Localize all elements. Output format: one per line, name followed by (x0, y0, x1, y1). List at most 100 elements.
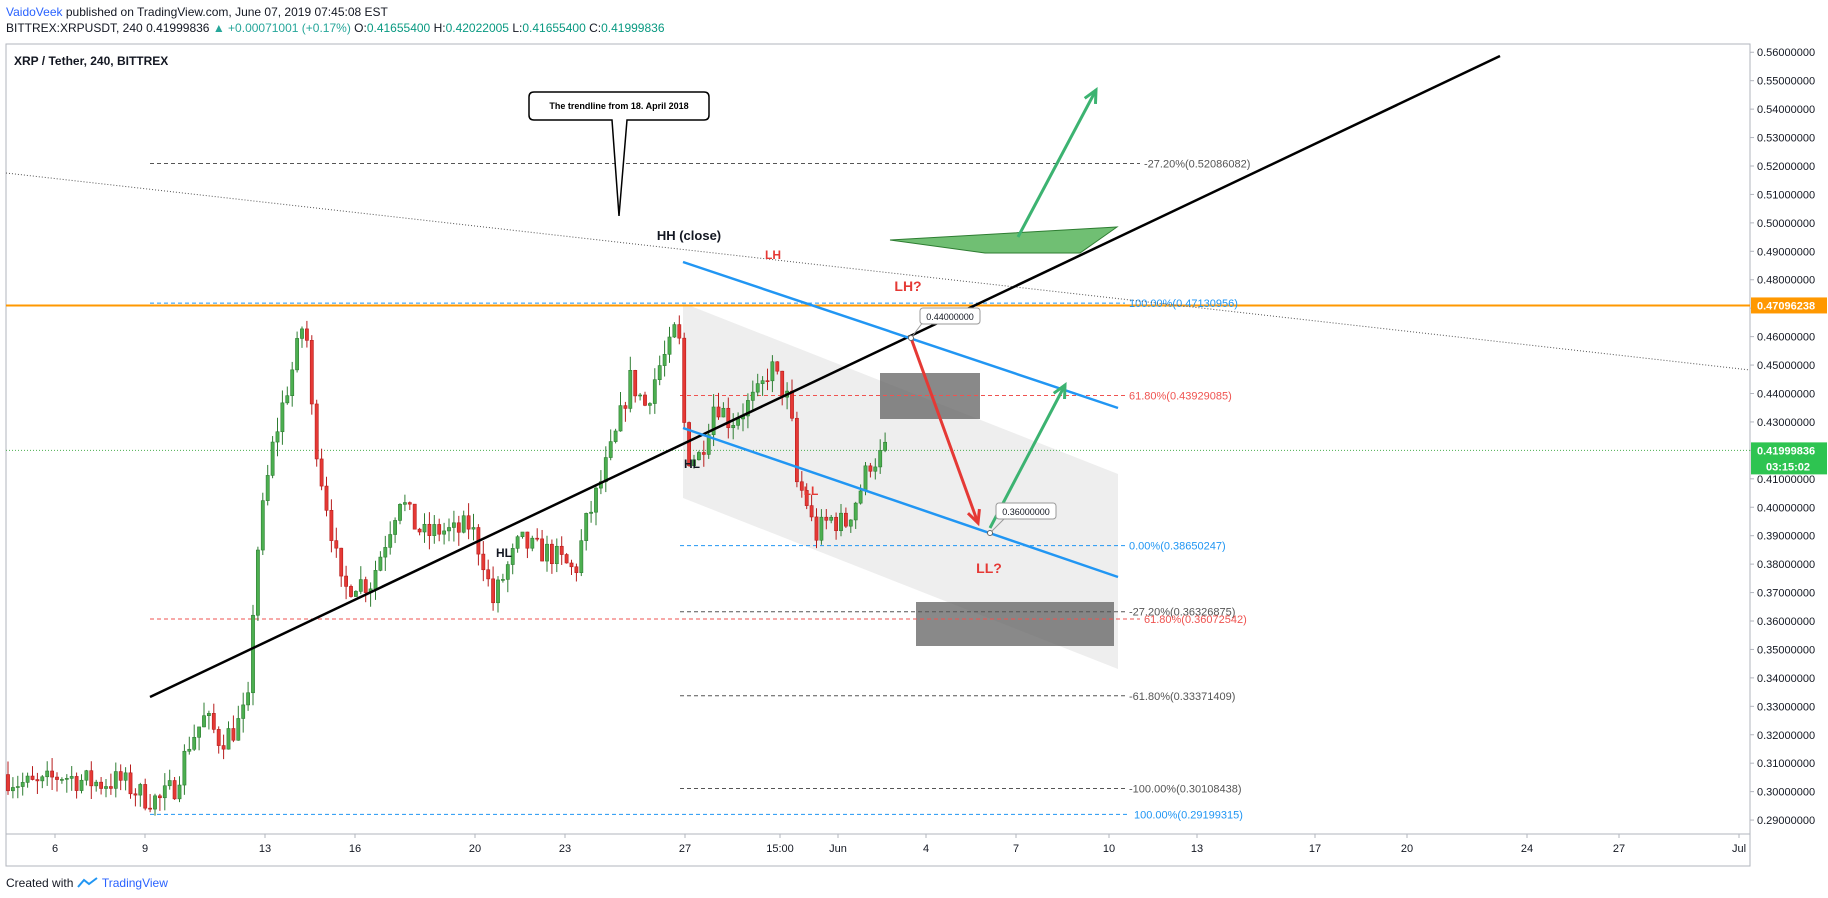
candle-body (799, 481, 804, 491)
candle-body (221, 745, 226, 750)
y-tick-label: 0.35000000 (1757, 644, 1815, 656)
candle-body (824, 516, 829, 521)
candle-body (128, 772, 133, 795)
publisher-link[interactable]: VaidoVeek (6, 5, 63, 19)
candle-body (750, 391, 755, 401)
fib-level-label-1: 100.00%(0.47130956) (1129, 298, 1238, 310)
candle-body (182, 750, 187, 786)
candle-body (731, 425, 736, 429)
candle-body (520, 531, 525, 538)
fib-level-label-2: 61.80%(0.43929085) (1129, 391, 1232, 403)
candle-body (45, 770, 50, 778)
candle-body (687, 422, 692, 467)
tradingview-brand[interactable]: TradingView (101, 876, 168, 890)
candle-body (64, 778, 69, 780)
candle-body (109, 786, 113, 789)
price-label-box (919, 307, 981, 325)
candle-body (839, 512, 843, 532)
candle-body (373, 570, 378, 590)
candle-body (466, 515, 471, 530)
annotation-label: HL (684, 457, 700, 471)
candle-body (819, 516, 824, 541)
candle-body (564, 554, 569, 564)
candle-body (662, 354, 667, 366)
candle-body (143, 784, 148, 809)
candle-body (682, 337, 687, 423)
candle-body (883, 441, 888, 451)
candle-body (74, 776, 79, 791)
candle-body (765, 380, 770, 382)
price-label-anchor (908, 335, 914, 341)
candle-body (432, 524, 437, 536)
candle-body (579, 540, 584, 573)
y-tick-label: 0.37000000 (1757, 588, 1815, 600)
candle-body (790, 390, 794, 419)
x-tick-label: 9 (142, 843, 148, 855)
candle-body (113, 771, 118, 789)
y-tick-label: 0.40000000 (1757, 502, 1815, 514)
price-label-box (995, 502, 1057, 520)
candle-body (726, 407, 731, 429)
y-tick-label: 0.44000000 (1757, 388, 1815, 400)
candle-body (868, 465, 873, 472)
candle-body (780, 370, 785, 398)
candle-body (770, 361, 775, 382)
candle-body (246, 692, 251, 706)
candle-body (202, 715, 206, 728)
footer: Created with TradingView (6, 872, 168, 894)
y-tick-label: 0.46000000 (1757, 332, 1815, 344)
y-tick-label: 0.45000000 (1757, 360, 1815, 372)
candle-body (559, 545, 564, 555)
candle-body (280, 402, 285, 433)
x-tick-label: 20 (469, 843, 481, 855)
candle-body (349, 586, 353, 597)
candle-body (672, 324, 677, 338)
candle-body (481, 553, 486, 571)
candle-body (55, 776, 59, 780)
price-label-anchor (987, 530, 993, 536)
candle-body (804, 490, 809, 506)
candle-body (456, 522, 461, 533)
candle-body (447, 527, 451, 532)
price-label-text: 0.36000000 (1002, 507, 1050, 517)
publish-info: published on TradingView.com, June 07, 2… (65, 5, 388, 19)
y-tick-label: 0.54000000 (1757, 104, 1815, 116)
candle-body (138, 784, 143, 796)
candle-body (745, 400, 750, 417)
y-tick-label: 0.48000000 (1757, 275, 1815, 287)
up-triangle-icon: ▲ (212, 21, 225, 35)
candle-body (613, 430, 618, 442)
trendline-callout-box (528, 91, 710, 217)
chart-title: XRP / Tether, 240, BITTREX (14, 54, 168, 68)
candle-body (319, 458, 324, 487)
breakout-up-arrow (1016, 89, 1098, 238)
candle-body (417, 528, 422, 533)
candle-body (324, 485, 329, 511)
y-tick-label: 0.53000000 (1757, 133, 1815, 145)
resistance-zone (880, 373, 980, 419)
candle-body (104, 786, 108, 789)
tradingview-logo-icon (76, 874, 99, 888)
last-high-price-tag (1751, 297, 1827, 314)
candle-body (515, 536, 520, 549)
fib-level-label-3: 0.00%(0.38650247) (1129, 541, 1226, 553)
candle-body (158, 795, 162, 799)
candle-body (388, 534, 393, 548)
price-change: +0.00071001 (+0.17%) (228, 21, 351, 35)
chart-header: VaidoVeek published on TradingView.com, … (6, 4, 665, 44)
annotation-label: LH? (894, 278, 921, 294)
candle-body (451, 522, 456, 528)
candle-body (363, 579, 368, 593)
candle-body (853, 502, 858, 521)
candle-body (309, 340, 314, 405)
candle-body (721, 407, 726, 418)
x-tick-label: 24 (1521, 843, 1533, 855)
annotation-label: LL (804, 484, 819, 498)
candle-body (618, 405, 623, 432)
candle-body (226, 728, 231, 750)
annotation-label: LH (765, 248, 781, 262)
candle-body (402, 502, 407, 505)
candle-body (554, 545, 559, 565)
y-tick-label: 0.49000000 (1757, 246, 1815, 258)
